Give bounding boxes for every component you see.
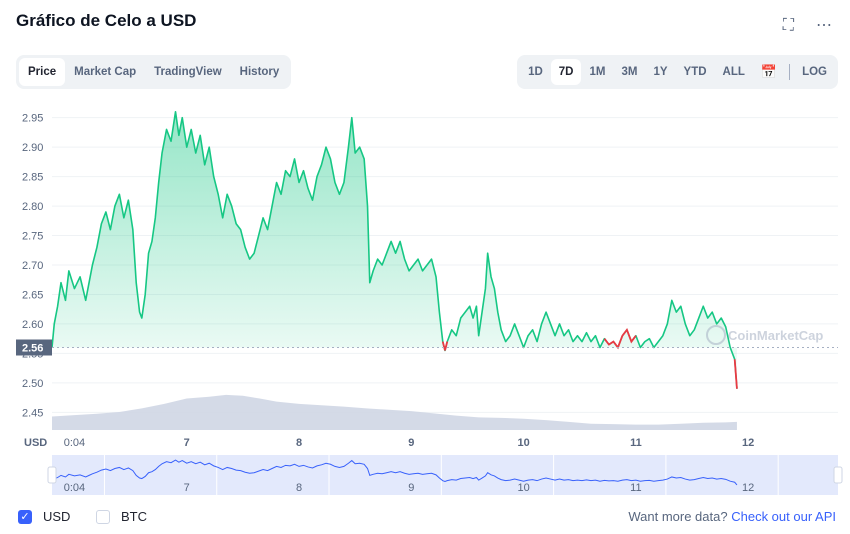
y-tick-label: 2.70 xyxy=(22,260,43,272)
y-tick-label: 2.80 xyxy=(22,201,43,213)
usd-label: USD xyxy=(43,509,71,524)
y-tick-label: 2.45 xyxy=(22,407,43,419)
range-1y[interactable]: 1Y xyxy=(653,66,668,78)
x-tick-label: 8 xyxy=(296,437,302,449)
navigator-x-label: 12 xyxy=(742,482,754,494)
x-tick-label: 10 xyxy=(517,437,529,449)
navigator-x-label: 9 xyxy=(408,482,414,494)
usd-checkbox[interactable]: ✓ xyxy=(18,509,32,524)
price-line-down-segment xyxy=(733,359,738,389)
x-tick-label: 7 xyxy=(184,437,190,449)
x-tick-label: 12 xyxy=(742,437,754,449)
y-axis-ticks: 2.452.502.552.602.652.702.752.802.852.90… xyxy=(22,113,43,420)
top-icons: ⛶ ⋯ xyxy=(783,16,832,36)
price-area xyxy=(51,110,738,389)
api-link[interactable]: Check out our API xyxy=(731,509,836,524)
more-options-icon[interactable]: ⋯ xyxy=(816,17,832,34)
expand-icon[interactable]: ⛶ xyxy=(782,17,794,34)
y-tick-label: 2.50 xyxy=(22,378,43,390)
range-ytd[interactable]: YTD xyxy=(683,66,707,78)
btc-checkbox[interactable] xyxy=(96,509,110,524)
x-tick-label: 0:04 xyxy=(64,437,85,449)
y-axis-unit-label: USD xyxy=(24,437,47,449)
calendar-icon[interactable]: 📅 xyxy=(760,64,778,79)
y-tick-label: 2.65 xyxy=(22,289,43,301)
price-line-down-segment xyxy=(441,341,449,351)
price-line-down-segment xyxy=(603,327,637,350)
chart-type-tabs: Price Market Cap TradingView History xyxy=(16,55,292,89)
time-range-selector: 1D 7D 1M 3M 1Y YTD ALL 📅 LOG xyxy=(517,55,838,89)
range-divider xyxy=(789,64,791,80)
btc-label: BTC xyxy=(121,509,147,524)
navigator-x-label: 11 xyxy=(630,482,641,494)
navigator-x-label: 8 xyxy=(296,482,302,494)
volume-area xyxy=(52,394,737,430)
x-tick-label: 11 xyxy=(630,437,642,449)
navigator-x-label: 10 xyxy=(517,482,529,494)
more-data-text: Want more data? Check out our API xyxy=(628,509,836,524)
watermark-text: CoinMarketCap xyxy=(728,328,823,343)
usd-toggle[interactable]: ✓ USD xyxy=(18,509,70,524)
watermark-logo-icon xyxy=(706,325,726,345)
tab-price[interactable]: Price xyxy=(19,58,66,86)
range-all[interactable]: ALL xyxy=(722,66,745,78)
watermark: CoinMarketCap xyxy=(706,325,823,345)
range-navigator: 0:04 7 8 9 10 11 12 xyxy=(47,455,843,495)
current-price-label: 2.56 xyxy=(22,343,43,355)
range-1m[interactable]: 1M xyxy=(589,66,606,78)
volume-area-shape xyxy=(52,394,737,430)
tab-market-cap[interactable]: Market Cap xyxy=(74,66,137,78)
x-axis-ticks: 0:04 7 8 9 10 11 12 xyxy=(64,437,755,449)
y-tick-label: 2.60 xyxy=(22,319,43,331)
tab-history[interactable]: History xyxy=(239,66,280,78)
current-price-badge xyxy=(16,339,52,356)
y-tick-label: 2.95 xyxy=(22,113,43,125)
log-toggle[interactable]: LOG xyxy=(802,66,827,78)
range-7d[interactable]: 7D xyxy=(550,59,582,85)
navigator-handle[interactable] xyxy=(47,466,57,484)
range-1d[interactable]: 1D xyxy=(528,66,543,78)
btc-toggle[interactable]: BTC xyxy=(96,509,147,524)
navigator-x-label: 0:04 xyxy=(64,482,85,494)
navigator-handle[interactable] xyxy=(833,466,843,484)
current-price-marker: 2.56 xyxy=(16,339,838,356)
more-data-prefix: Want more data? xyxy=(628,509,728,524)
y-tick-label: 2.85 xyxy=(22,172,43,184)
navigator-line xyxy=(51,459,738,486)
range-3m[interactable]: 3M xyxy=(621,66,638,78)
tab-tradingview[interactable]: TradingView xyxy=(154,66,222,78)
navigator-x-label: 7 xyxy=(184,482,190,494)
page-title: Gráfico de Celo a USD xyxy=(16,11,197,30)
x-tick-label: 9 xyxy=(408,437,414,449)
y-tick-label: 2.75 xyxy=(22,231,43,243)
navigator-selection xyxy=(52,455,838,495)
y-tick-label: 2.90 xyxy=(22,142,43,154)
